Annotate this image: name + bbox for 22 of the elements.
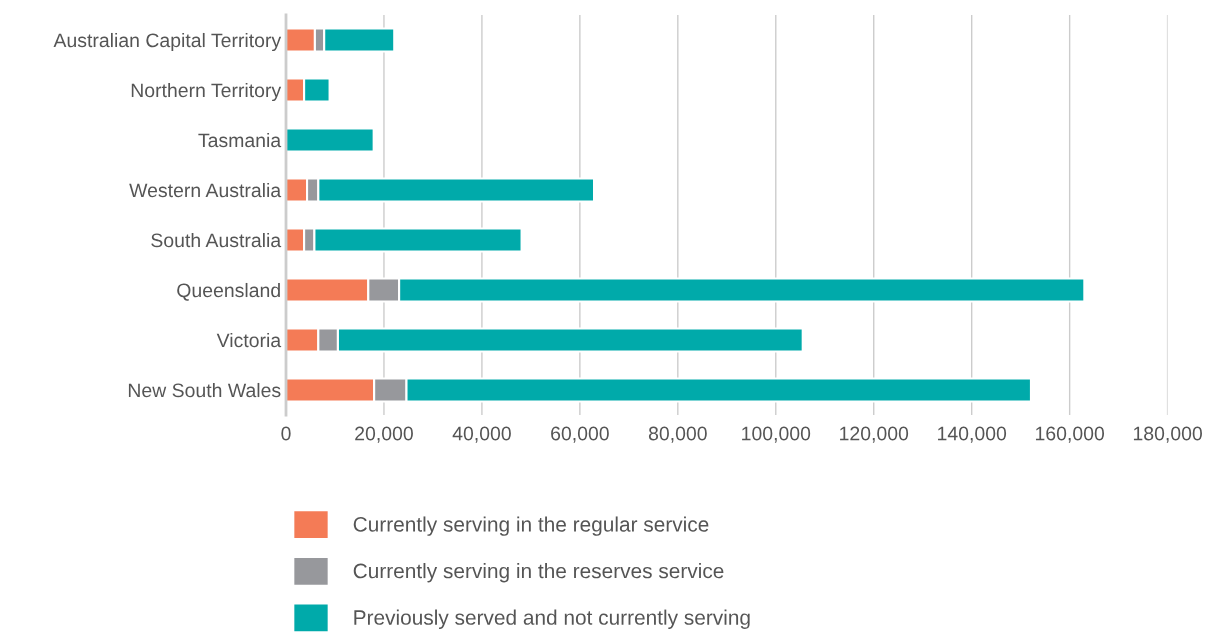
- y-tick-label: Tasmania: [198, 132, 282, 148]
- x-tick-label: 60,000: [551, 426, 609, 443]
- x-tick-label: 20,000: [355, 426, 413, 443]
- y-tick-label: Queensland: [177, 282, 280, 301]
- y-tick-label: Australian Capital Territory: [53, 32, 282, 52]
- y-tick-label: Northern Territory: [131, 82, 282, 102]
- y-tick-label: Victoria: [216, 332, 282, 348]
- bar: [286, 127, 375, 153]
- legend-label: Currently serving in the regular service: [353, 516, 709, 536]
- x-tick-label: 180,000: [1133, 426, 1202, 443]
- x-tick-label: 40,000: [452, 426, 511, 443]
- legend-label: Currently serving in the reserves service: [353, 563, 724, 583]
- legend-label: Previously served and not currently serving: [354, 609, 750, 629]
- x-tick-label: 80,000: [648, 426, 707, 443]
- x-tick-label: 100,000: [742, 426, 811, 443]
- y-tick-label: Western Australia: [129, 182, 282, 198]
- x-tick-label: 120,000: [840, 426, 909, 443]
- x-tick-label: 140,000: [938, 426, 1007, 443]
- x-tick-label: 0: [281, 426, 291, 441]
- y-tick-label: South Australia: [151, 232, 282, 248]
- x-tick-label: 160,000: [1035, 426, 1105, 443]
- y-tick-label: New South Wales: [128, 382, 281, 398]
